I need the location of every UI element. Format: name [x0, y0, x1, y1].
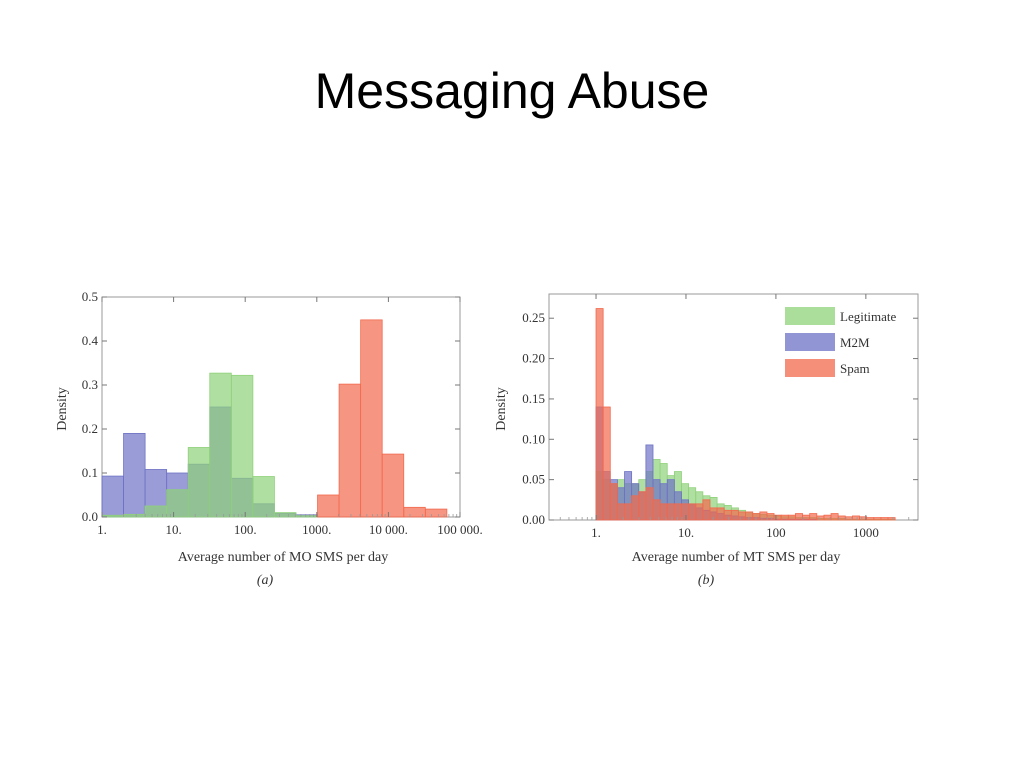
chart-a-bar-m2m-0	[101, 475, 124, 518]
chart-a-x-tick-label-0: 1.	[97, 522, 107, 537]
chart-a-x-tick-label-1: 10.	[165, 522, 181, 537]
chart-a-x-tick-label-5: 100 000.	[437, 522, 483, 537]
chart-a-bar-spam-0	[317, 494, 340, 518]
chart-a-y-axis-label: Density	[55, 387, 70, 431]
chart-a-bar-legitimate-1	[123, 513, 146, 518]
chart-a-bar-legitimate-7	[252, 476, 275, 518]
chart-a-y-tick-label-2: 0.2	[82, 421, 98, 436]
chart-a-bar-spam-3	[381, 453, 405, 518]
chart-a-bar-legitimate-6	[230, 374, 254, 518]
chart-a-bar-legitimate-8	[274, 512, 297, 518]
chart-a-bar-spam-4	[403, 506, 426, 518]
chart-a-bar-legitimate-5	[209, 372, 232, 518]
chart-a-bar-legitimate-3	[166, 489, 189, 518]
chart-a-bar-legitimate-9	[295, 515, 318, 518]
chart-a-panel-label: (a)	[257, 573, 274, 588]
chart-a-plot-area: 1. 10. 100. 1000. 10 000. 100 000. 0.0 0.1 0.2 0.…	[82, 289, 483, 537]
chart-a-y-tick-label-1: 0.1	[82, 465, 98, 480]
chart-a-x-tick-label-2: 100.	[234, 522, 257, 537]
chart-a-x-tick-label-4: 10 000.	[369, 522, 408, 537]
chart-a-bar-m2m-1	[123, 432, 146, 518]
chart-a-bar-spam-2	[360, 319, 383, 518]
slide-title: Messaging Abuse	[314, 63, 710, 119]
chart-a-y-tick-label-0: 0.0	[82, 509, 98, 524]
chart-a-bar-legitimate-4	[187, 447, 211, 518]
chart-a-bar-spam-5	[424, 508, 448, 518]
chart-a-bar-legitimate-2	[144, 505, 168, 518]
chart-a-bar-spam-1	[338, 383, 362, 518]
chart-a-x-axis-label: Average number of MO SMS per day	[178, 550, 388, 565]
chart-a-y-tick-label-4: 0.4	[82, 333, 99, 348]
chart-a-y-tick-label-3: 0.3	[82, 377, 98, 392]
chart-a-y-tick-label-5: 0.5	[82, 289, 98, 304]
chart-a-x-tick-label-3: 1000.	[302, 522, 331, 537]
